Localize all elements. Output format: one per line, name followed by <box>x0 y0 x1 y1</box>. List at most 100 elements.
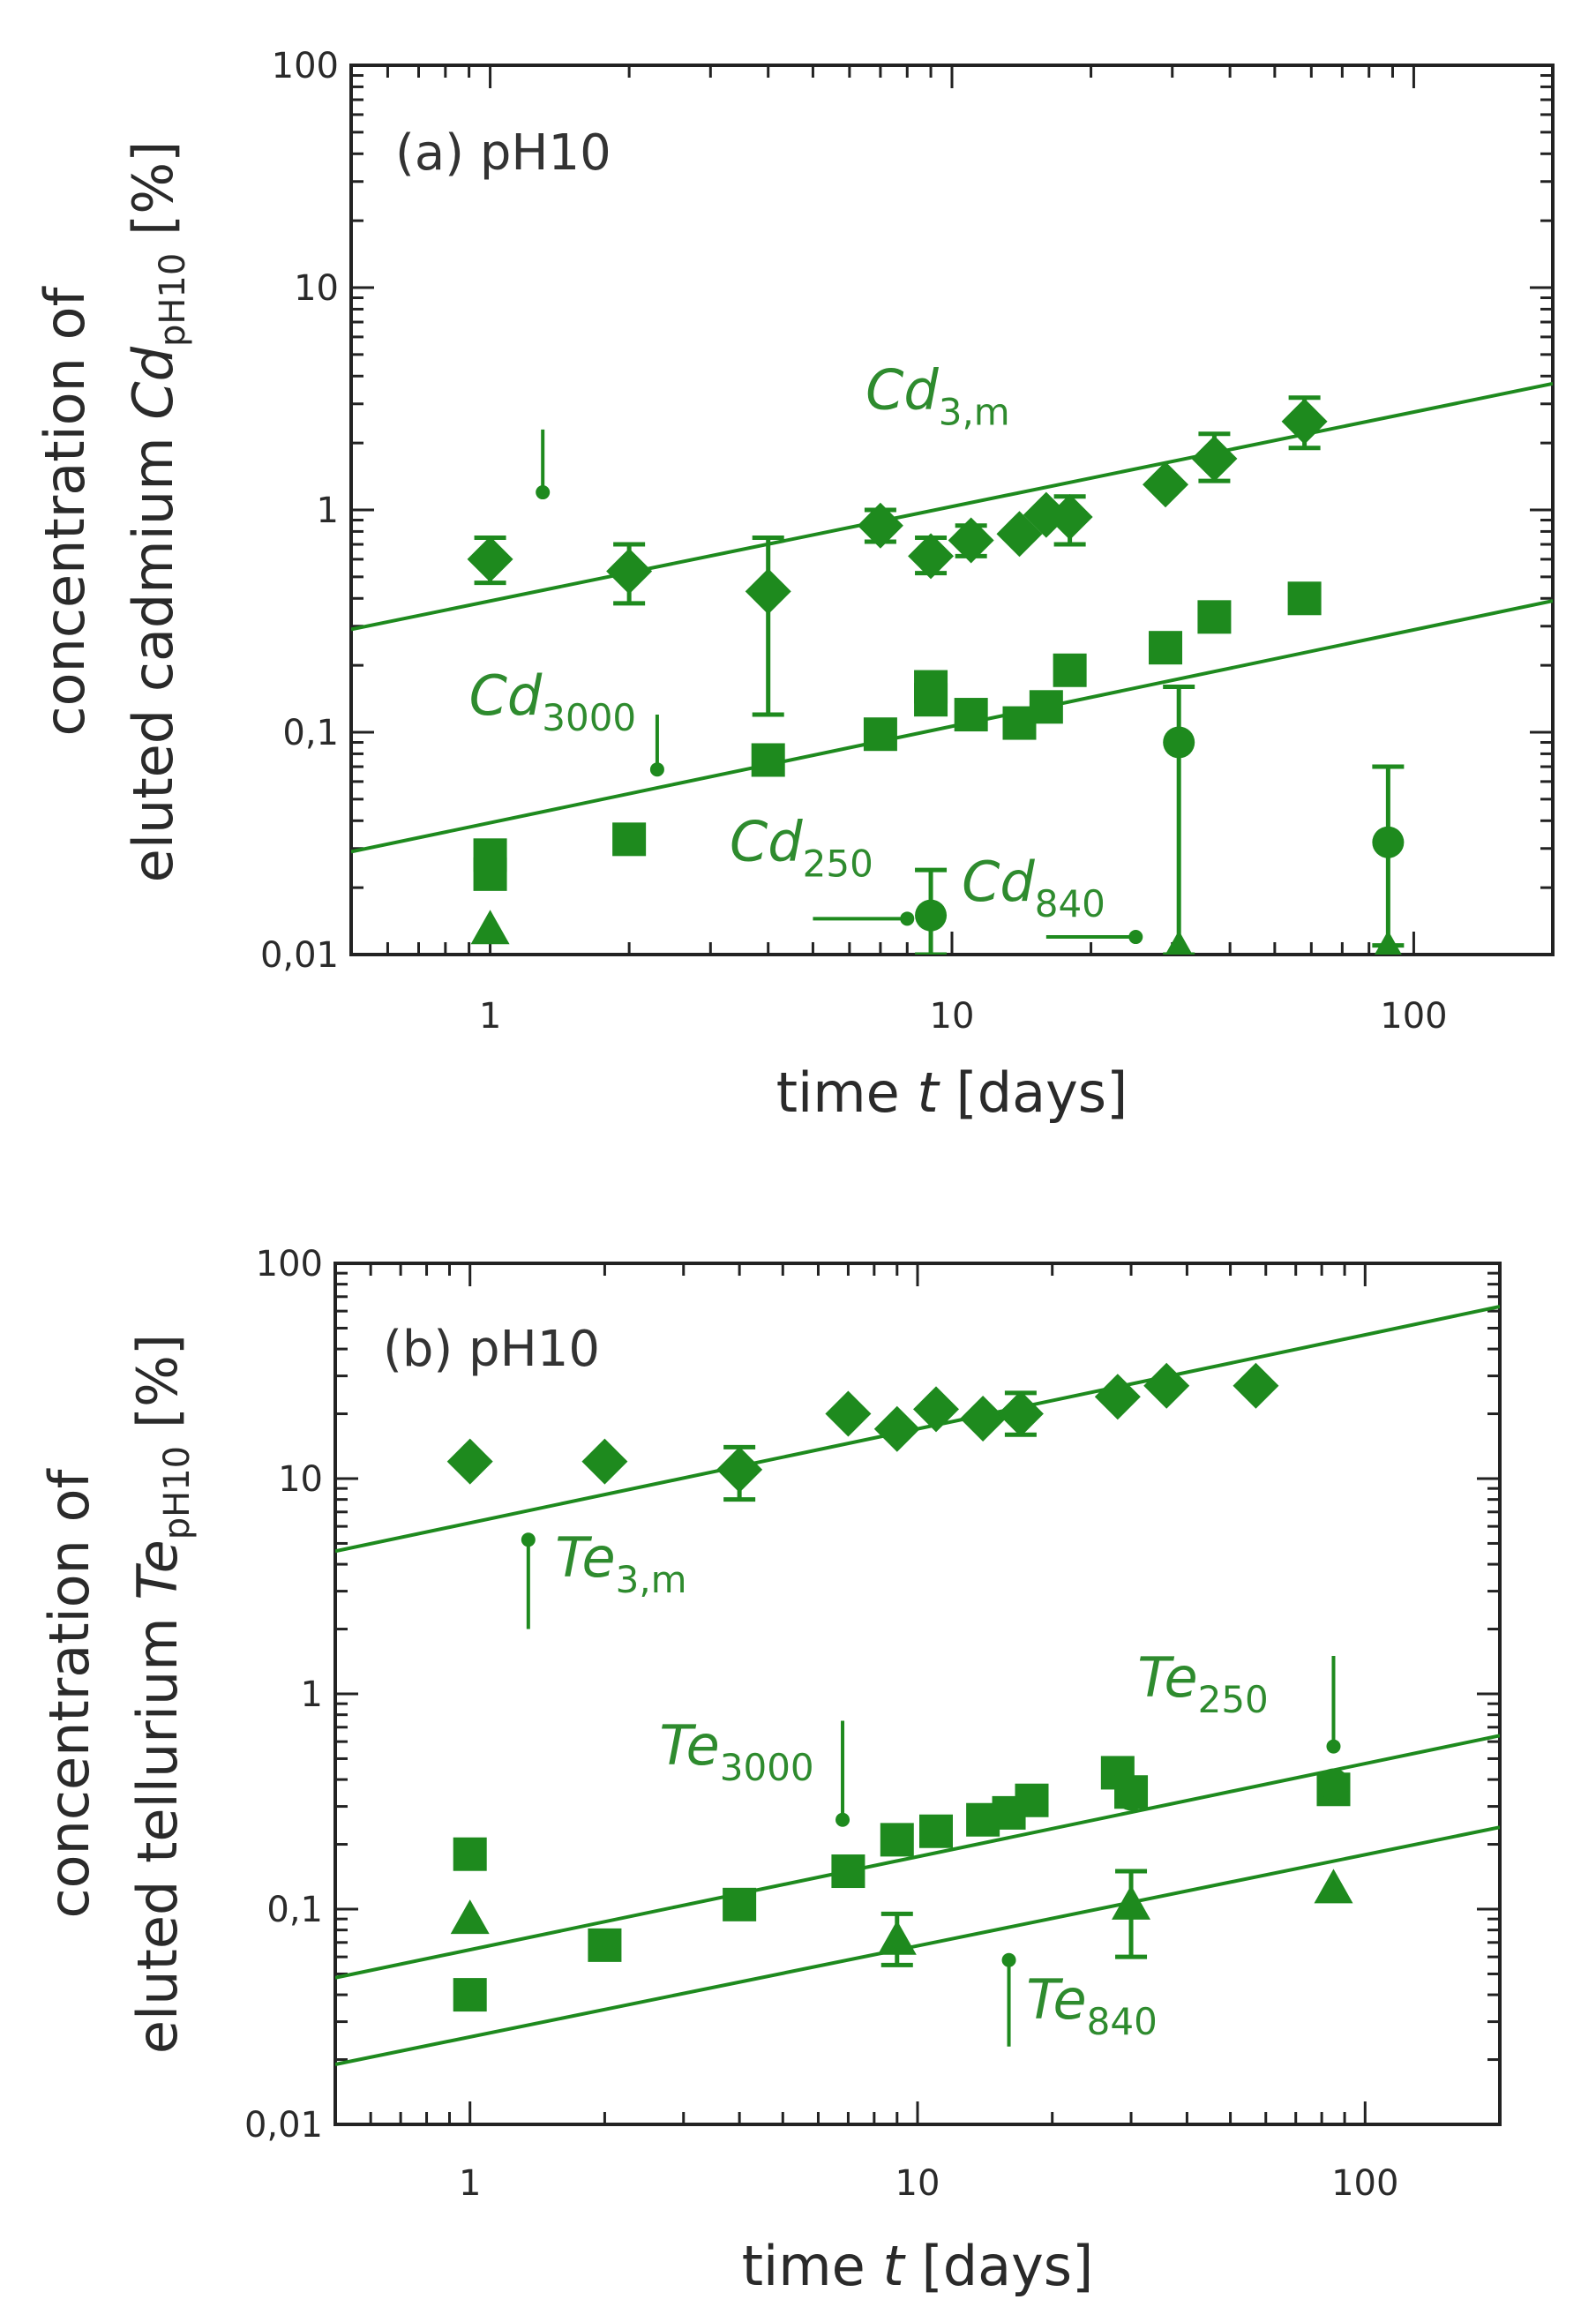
series-square <box>473 581 1322 891</box>
y-axis-label-line2: eluted tellurium TepH10 [%] <box>125 1334 198 2054</box>
data-point <box>857 502 903 549</box>
data-point <box>948 517 994 564</box>
data-point <box>1029 690 1063 724</box>
data-point <box>997 1390 1044 1437</box>
series-triangle <box>470 910 1402 955</box>
data-point <box>1233 1362 1279 1409</box>
series-annotation: Cd3000 <box>469 663 637 739</box>
y-tick-label: 100 <box>256 1244 323 1285</box>
y-tick-label: 1 <box>317 491 339 531</box>
fit-line <box>351 599 1553 854</box>
data-point <box>723 1887 757 1921</box>
data-point <box>1015 1783 1049 1817</box>
data-point <box>1053 653 1087 687</box>
data-point <box>1191 435 1238 482</box>
plot-area <box>335 1305 1500 2066</box>
x-tick-label: 10 <box>930 996 975 1037</box>
data-point <box>877 1920 917 1955</box>
data-point <box>908 533 955 580</box>
series-annotation: Te250 <box>1137 1645 1269 1721</box>
data-point <box>446 1438 493 1485</box>
y-tick-label: 10 <box>278 1459 323 1500</box>
data-point <box>1046 493 1093 540</box>
ticks <box>349 64 1555 956</box>
series-annotation: Te3,m <box>555 1525 686 1601</box>
y-tick-label: 0,01 <box>260 935 339 976</box>
y-tick-label: 0,01 <box>244 2105 323 2146</box>
data-point <box>1112 1884 1151 1920</box>
series-annotation: Cd250 <box>730 809 873 885</box>
data-point <box>1149 631 1183 665</box>
y-axis-label-line2: eluted cadmium CdpH10 [%] <box>121 141 193 883</box>
limit-marker <box>900 911 915 926</box>
series-annotation: Cd840 <box>962 850 1105 925</box>
data-point <box>1163 726 1195 759</box>
data-point <box>1281 398 1328 445</box>
panel-title: (b) pH10 <box>383 1321 600 1378</box>
data-point <box>470 910 510 945</box>
data-point <box>473 857 507 891</box>
x-axis-label: time t [days] <box>776 1060 1128 1125</box>
data-point <box>1143 461 1189 508</box>
x-tick-label: 1 <box>459 2163 481 2204</box>
data-point <box>1115 1779 1148 1811</box>
plot-frame <box>349 64 1555 956</box>
limit-marker <box>1001 1952 1016 1967</box>
data-point <box>588 1928 622 1962</box>
limit-marker <box>1128 930 1143 945</box>
data-point <box>912 1386 959 1433</box>
series-circle <box>915 685 1405 955</box>
data-point <box>1287 581 1322 616</box>
fit-line <box>351 381 1553 632</box>
data-point <box>918 1814 953 1848</box>
data-point <box>467 536 513 582</box>
data-point <box>960 1395 1007 1442</box>
data-point <box>1197 600 1232 634</box>
x-tick-label: 10 <box>895 2163 940 2204</box>
data-point <box>914 683 948 717</box>
panel-a: 1 10 100 0,01 0,1 1 10 100 time t [days] concentr… <box>33 46 1555 1125</box>
limit-marker <box>649 762 664 777</box>
fit-line <box>335 1734 1500 1980</box>
data-point <box>606 548 653 595</box>
data-point <box>1143 1362 1190 1409</box>
plot-frame <box>333 1262 1502 2126</box>
data-point <box>450 1899 490 1935</box>
data-point <box>863 717 897 752</box>
series-annotation: Cd3,m <box>865 357 1010 433</box>
limit-marker <box>835 1812 850 1827</box>
data-point <box>612 822 647 857</box>
data-point <box>831 1854 865 1889</box>
x-tick-label: 1 <box>479 996 501 1037</box>
series-diamond <box>446 1362 1279 1502</box>
data-point <box>954 698 988 732</box>
y-tick-label: 0,1 <box>282 713 339 753</box>
limit-marker <box>521 1532 536 1547</box>
limit-marker <box>1326 1739 1341 1754</box>
data-point <box>825 1390 872 1437</box>
series-annotation: Te3000 <box>659 1713 813 1789</box>
data-point <box>716 1446 763 1493</box>
x-tick-label: 100 <box>1331 2163 1398 2204</box>
series-diamond <box>467 395 1328 717</box>
series-annotation: Te840 <box>1026 1967 1158 2043</box>
data-point <box>873 1405 920 1452</box>
data-point <box>745 568 791 615</box>
data-point <box>751 743 785 777</box>
data-point <box>453 1978 487 2012</box>
series-triangle <box>450 1869 1353 1967</box>
data-point <box>1374 930 1402 955</box>
data-point <box>915 899 948 932</box>
series-square <box>453 1756 1351 2012</box>
x-axis-label: time t [days] <box>742 2234 1094 2298</box>
fit-line <box>335 1825 1500 2066</box>
data-point <box>880 1823 914 1857</box>
panel-title: (a) pH10 <box>395 124 611 182</box>
data-point <box>1372 826 1405 858</box>
series-circle <box>1115 1768 1350 1811</box>
data-point <box>1165 930 1193 955</box>
data-point <box>581 1438 628 1485</box>
data-point <box>1317 1768 1350 1801</box>
data-point <box>1094 1374 1141 1420</box>
